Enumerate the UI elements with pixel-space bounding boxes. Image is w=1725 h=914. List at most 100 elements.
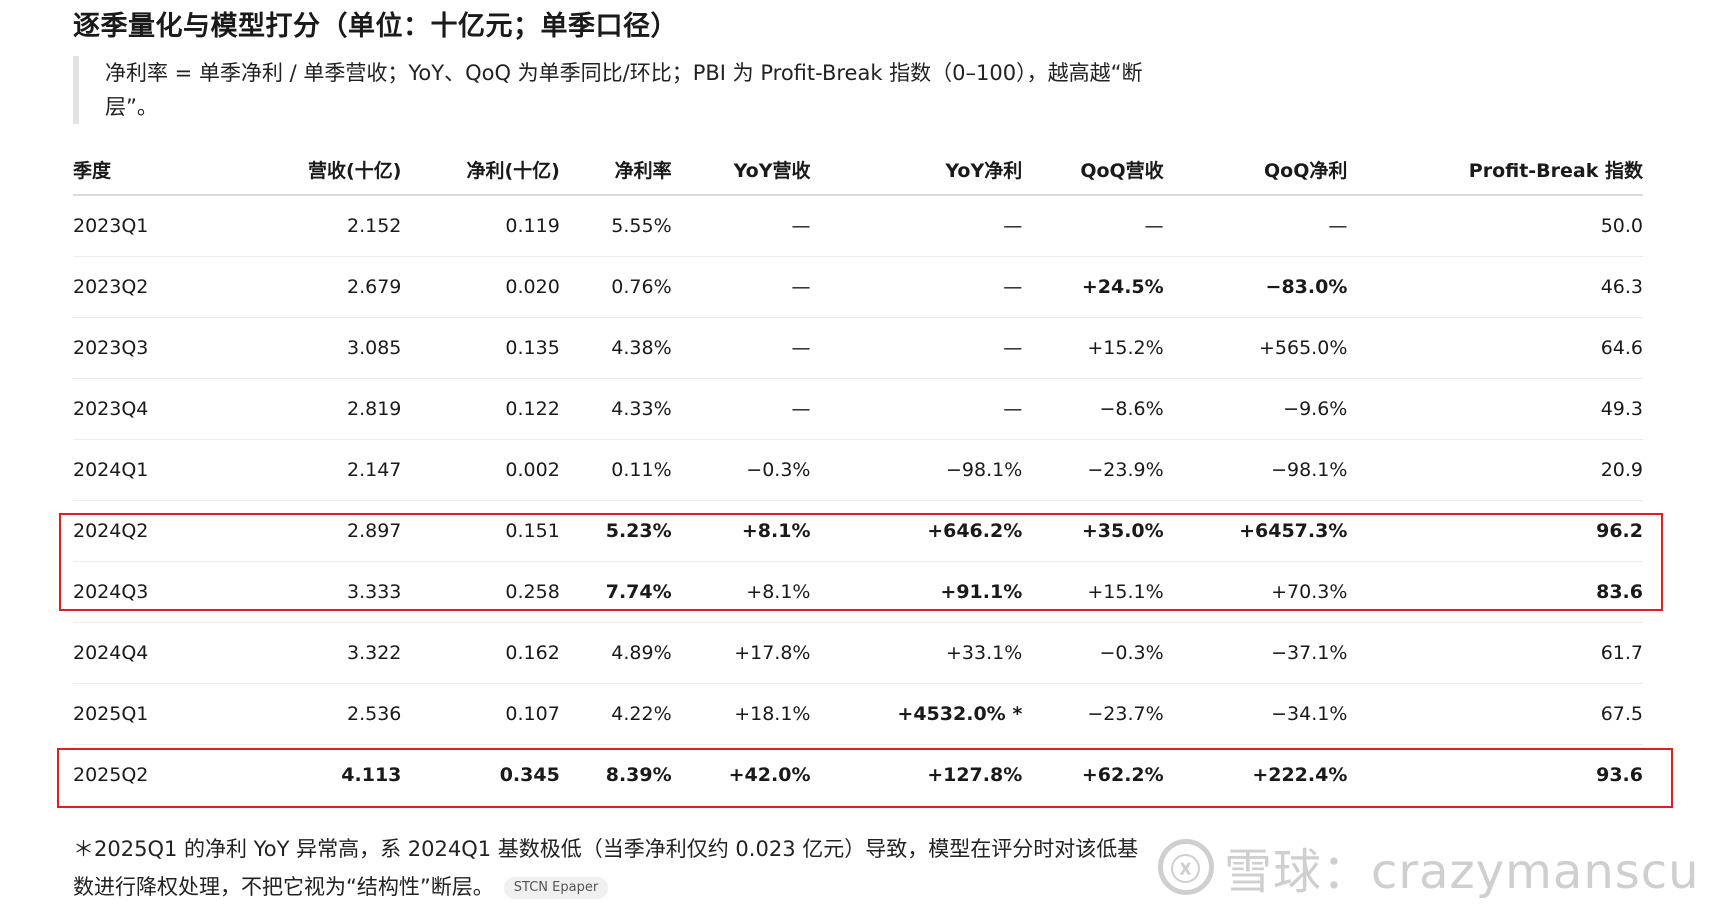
cell: 2024Q4: [73, 622, 243, 684]
cell: 0.162: [401, 622, 560, 684]
cell: +646.2%: [810, 500, 1023, 562]
table-row-highlighted: 2024Q3 3.333 0.258 7.74% +8.1% +91.1% +1…: [73, 561, 1643, 623]
cell: +4532.0% *: [810, 683, 1023, 745]
col-yoy-profit: YoY净利: [810, 144, 1023, 196]
cell: +62.2%: [1081, 764, 1164, 786]
cell: 0.002: [401, 439, 560, 501]
cell: 61.7: [1347, 622, 1643, 684]
table-row: 2024Q4 3.322 0.162 4.89% +17.8% +33.1% −…: [73, 622, 1643, 684]
cell: 4.113: [341, 764, 402, 786]
cell: +70.3%: [1163, 561, 1348, 623]
cell: —: [671, 256, 811, 318]
cell: 0.76%: [559, 256, 672, 318]
cell: +33.1%: [810, 622, 1023, 684]
table-row-highlighted: 2025Q2 4.113 0.345 8.39% +42.0% +127.8% …: [73, 745, 1643, 806]
cell: 4.33%: [559, 378, 672, 440]
cell: −23.7%: [1022, 683, 1164, 745]
cell: —: [671, 378, 811, 440]
table-row-highlighted: 2024Q2 2.897 0.151 5.23% +8.1% +646.2% +…: [73, 500, 1643, 562]
cell: −0.3%: [671, 439, 811, 501]
cell: +15.1%: [1022, 561, 1164, 623]
footnote-text: ＊2025Q1 的净利 YoY 异常高，系 2024Q1 基数极低（当季净利仅约…: [73, 837, 1139, 899]
cell: 2025Q2: [73, 764, 149, 786]
table-row: 2023Q4 2.819 0.122 4.33% — — −8.6% −9.6%…: [73, 378, 1643, 440]
table-row: 2025Q1 2.536 0.107 4.22% +18.1% +4532.0%…: [73, 683, 1643, 745]
cell: 0.135: [401, 317, 560, 379]
cell: +24.5%: [1022, 256, 1164, 318]
cell: 3.333: [243, 561, 402, 623]
cell: —: [810, 256, 1023, 318]
col-pbi: Profit-Break 指数: [1347, 144, 1643, 196]
cell: 67.5: [1347, 683, 1643, 745]
cell: 3.322: [243, 622, 402, 684]
cell: 5.23%: [559, 500, 672, 562]
col-qoq-profit: QoQ净利: [1163, 144, 1348, 196]
cell: 7.74%: [559, 561, 672, 623]
cell: —: [810, 195, 1023, 257]
cell: 83.6: [1347, 561, 1643, 623]
col-net-profit: 净利(十亿): [401, 144, 560, 196]
cell: −23.9%: [1022, 439, 1164, 501]
table-row: 2023Q3 3.085 0.135 4.38% — — +15.2% +565…: [73, 317, 1643, 379]
cell: 0.345: [499, 764, 560, 786]
definition-note: 净利率 = 单季净利 / 单季营收；YoY、QoQ 为单季同比/环比；PBI 为…: [73, 56, 1155, 124]
cell: +8.1%: [671, 500, 811, 562]
cell: —: [1163, 195, 1348, 257]
cell: 0.122: [401, 378, 560, 440]
footnote: ＊2025Q1 的净利 YoY 异常高，系 2024Q1 基数极低（当季净利仅约…: [73, 830, 1153, 906]
cell: 2.536: [243, 683, 402, 745]
cell: 0.258: [401, 561, 560, 623]
cell: 20.9: [1347, 439, 1643, 501]
col-quarter: 季度: [73, 144, 243, 196]
cell: −37.1%: [1163, 622, 1348, 684]
table-row: 2024Q1 2.147 0.002 0.11% −0.3% −98.1% −2…: [73, 439, 1643, 501]
cell: +18.1%: [671, 683, 811, 745]
page-title: 逐季量化与模型打分（单位：十亿元；单季口径）: [73, 11, 678, 42]
cell: 0.020: [401, 256, 560, 318]
cell: +6457.3%: [1163, 500, 1348, 562]
cell: −83.0%: [1163, 256, 1348, 318]
cell: 2025Q1: [73, 683, 243, 745]
cell: +222.4%: [1252, 764, 1348, 786]
cell: 2023Q2: [73, 256, 243, 318]
cell: −8.6%: [1022, 378, 1164, 440]
cell: —: [810, 317, 1023, 379]
cell: +8.1%: [671, 561, 811, 623]
cell: 2.679: [243, 256, 402, 318]
table-row: 2023Q1 2.152 0.119 5.55% — — — — 50.0: [73, 195, 1643, 257]
cell: +91.1%: [810, 561, 1023, 623]
highlight-box-2024q2-q3: [59, 513, 1663, 611]
cell: 2024Q2: [73, 500, 243, 562]
cell: −98.1%: [810, 439, 1023, 501]
cell: +15.2%: [1022, 317, 1164, 379]
cell: −98.1%: [1163, 439, 1348, 501]
xueqiu-logo-icon: ⓧ: [1158, 839, 1214, 895]
cell: 2.152: [243, 195, 402, 257]
col-net-margin: 净利率: [559, 144, 672, 196]
cell: —: [810, 378, 1023, 440]
table-row: 2023Q2 2.679 0.020 0.76% — — +24.5% −83.…: [73, 256, 1643, 318]
cell: +127.8%: [927, 764, 1023, 786]
highlight-box-2025q2: [57, 748, 1673, 808]
cell: −34.1%: [1163, 683, 1348, 745]
source-tag[interactable]: STCN Epaper: [503, 877, 609, 899]
cell: 46.3: [1347, 256, 1643, 318]
cell: 2024Q3: [73, 561, 243, 623]
cell: −0.3%: [1022, 622, 1164, 684]
watermark-text: 雪球：crazymanscu: [1224, 844, 1700, 900]
cell: +565.0%: [1163, 317, 1348, 379]
col-qoq-revenue: QoQ营收: [1022, 144, 1164, 196]
cell: 2.897: [243, 500, 402, 562]
cell: 64.6: [1347, 317, 1643, 379]
cell: 49.3: [1347, 378, 1643, 440]
quarterly-table: 季度 营收(十亿) 净利(十亿) 净利率 YoY营收 YoY净利 QoQ营收 Q…: [73, 144, 1643, 805]
cell: 2023Q3: [73, 317, 243, 379]
cell: 4.38%: [559, 317, 672, 379]
cell: 0.119: [401, 195, 560, 257]
cell: +17.8%: [671, 622, 811, 684]
cell: 8.39%: [605, 764, 672, 786]
cell: +42.0%: [728, 764, 811, 786]
cell: 5.55%: [559, 195, 672, 257]
watermark: ⓧ 雪球：crazymanscu: [1158, 832, 1700, 902]
col-revenue: 营收(十亿): [243, 144, 402, 196]
